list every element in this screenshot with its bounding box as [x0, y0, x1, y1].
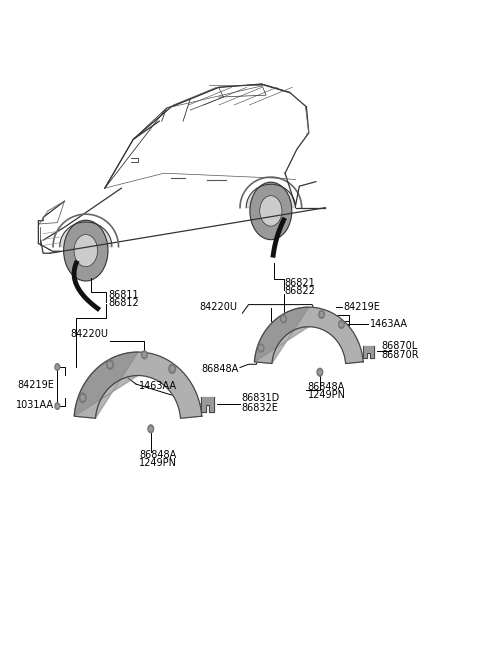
Circle shape — [148, 425, 154, 433]
Circle shape — [108, 362, 112, 367]
Circle shape — [319, 310, 324, 318]
Circle shape — [81, 396, 84, 400]
Circle shape — [143, 353, 146, 357]
Polygon shape — [362, 346, 374, 358]
Circle shape — [170, 367, 174, 371]
Circle shape — [56, 405, 59, 407]
Circle shape — [142, 351, 147, 359]
Circle shape — [318, 370, 321, 374]
Text: 86821: 86821 — [285, 278, 315, 288]
Circle shape — [250, 182, 292, 239]
Text: 1463AA: 1463AA — [370, 319, 408, 329]
Text: 86832E: 86832E — [242, 403, 279, 413]
Polygon shape — [254, 307, 363, 363]
Circle shape — [107, 360, 113, 369]
Polygon shape — [60, 222, 112, 247]
Text: 86848A: 86848A — [202, 365, 239, 375]
Circle shape — [260, 346, 263, 350]
Circle shape — [320, 312, 323, 316]
Text: 84219E: 84219E — [17, 380, 54, 390]
Polygon shape — [74, 352, 138, 419]
Text: 86848A: 86848A — [308, 382, 345, 392]
Circle shape — [169, 364, 176, 373]
Text: 86848A: 86848A — [139, 450, 176, 460]
Text: 1463AA: 1463AA — [140, 381, 178, 391]
Circle shape — [338, 321, 344, 328]
Circle shape — [55, 403, 60, 409]
Text: 86870R: 86870R — [382, 350, 419, 360]
Text: 1249PN: 1249PN — [308, 390, 346, 400]
Circle shape — [64, 220, 108, 281]
Polygon shape — [201, 397, 215, 412]
Text: 84219E: 84219E — [343, 302, 380, 312]
Text: 86831D: 86831D — [242, 394, 280, 403]
Text: 1031AA: 1031AA — [16, 400, 54, 410]
Circle shape — [56, 365, 59, 369]
Circle shape — [317, 368, 323, 376]
Text: 86812: 86812 — [108, 298, 139, 308]
Text: 84220U: 84220U — [200, 302, 238, 312]
Circle shape — [281, 315, 286, 323]
Text: 1249PN: 1249PN — [139, 459, 177, 468]
Polygon shape — [254, 307, 309, 363]
Circle shape — [282, 317, 285, 321]
Text: 84220U: 84220U — [70, 329, 108, 339]
Circle shape — [258, 344, 264, 352]
Circle shape — [74, 234, 97, 267]
Polygon shape — [246, 184, 296, 208]
Circle shape — [55, 364, 60, 370]
Text: 86811: 86811 — [108, 291, 139, 300]
Circle shape — [80, 394, 86, 402]
Circle shape — [149, 427, 152, 431]
Circle shape — [340, 323, 343, 326]
Text: 86870L: 86870L — [382, 341, 418, 351]
Text: 86822: 86822 — [285, 286, 315, 296]
Polygon shape — [74, 352, 202, 419]
Circle shape — [260, 195, 282, 226]
